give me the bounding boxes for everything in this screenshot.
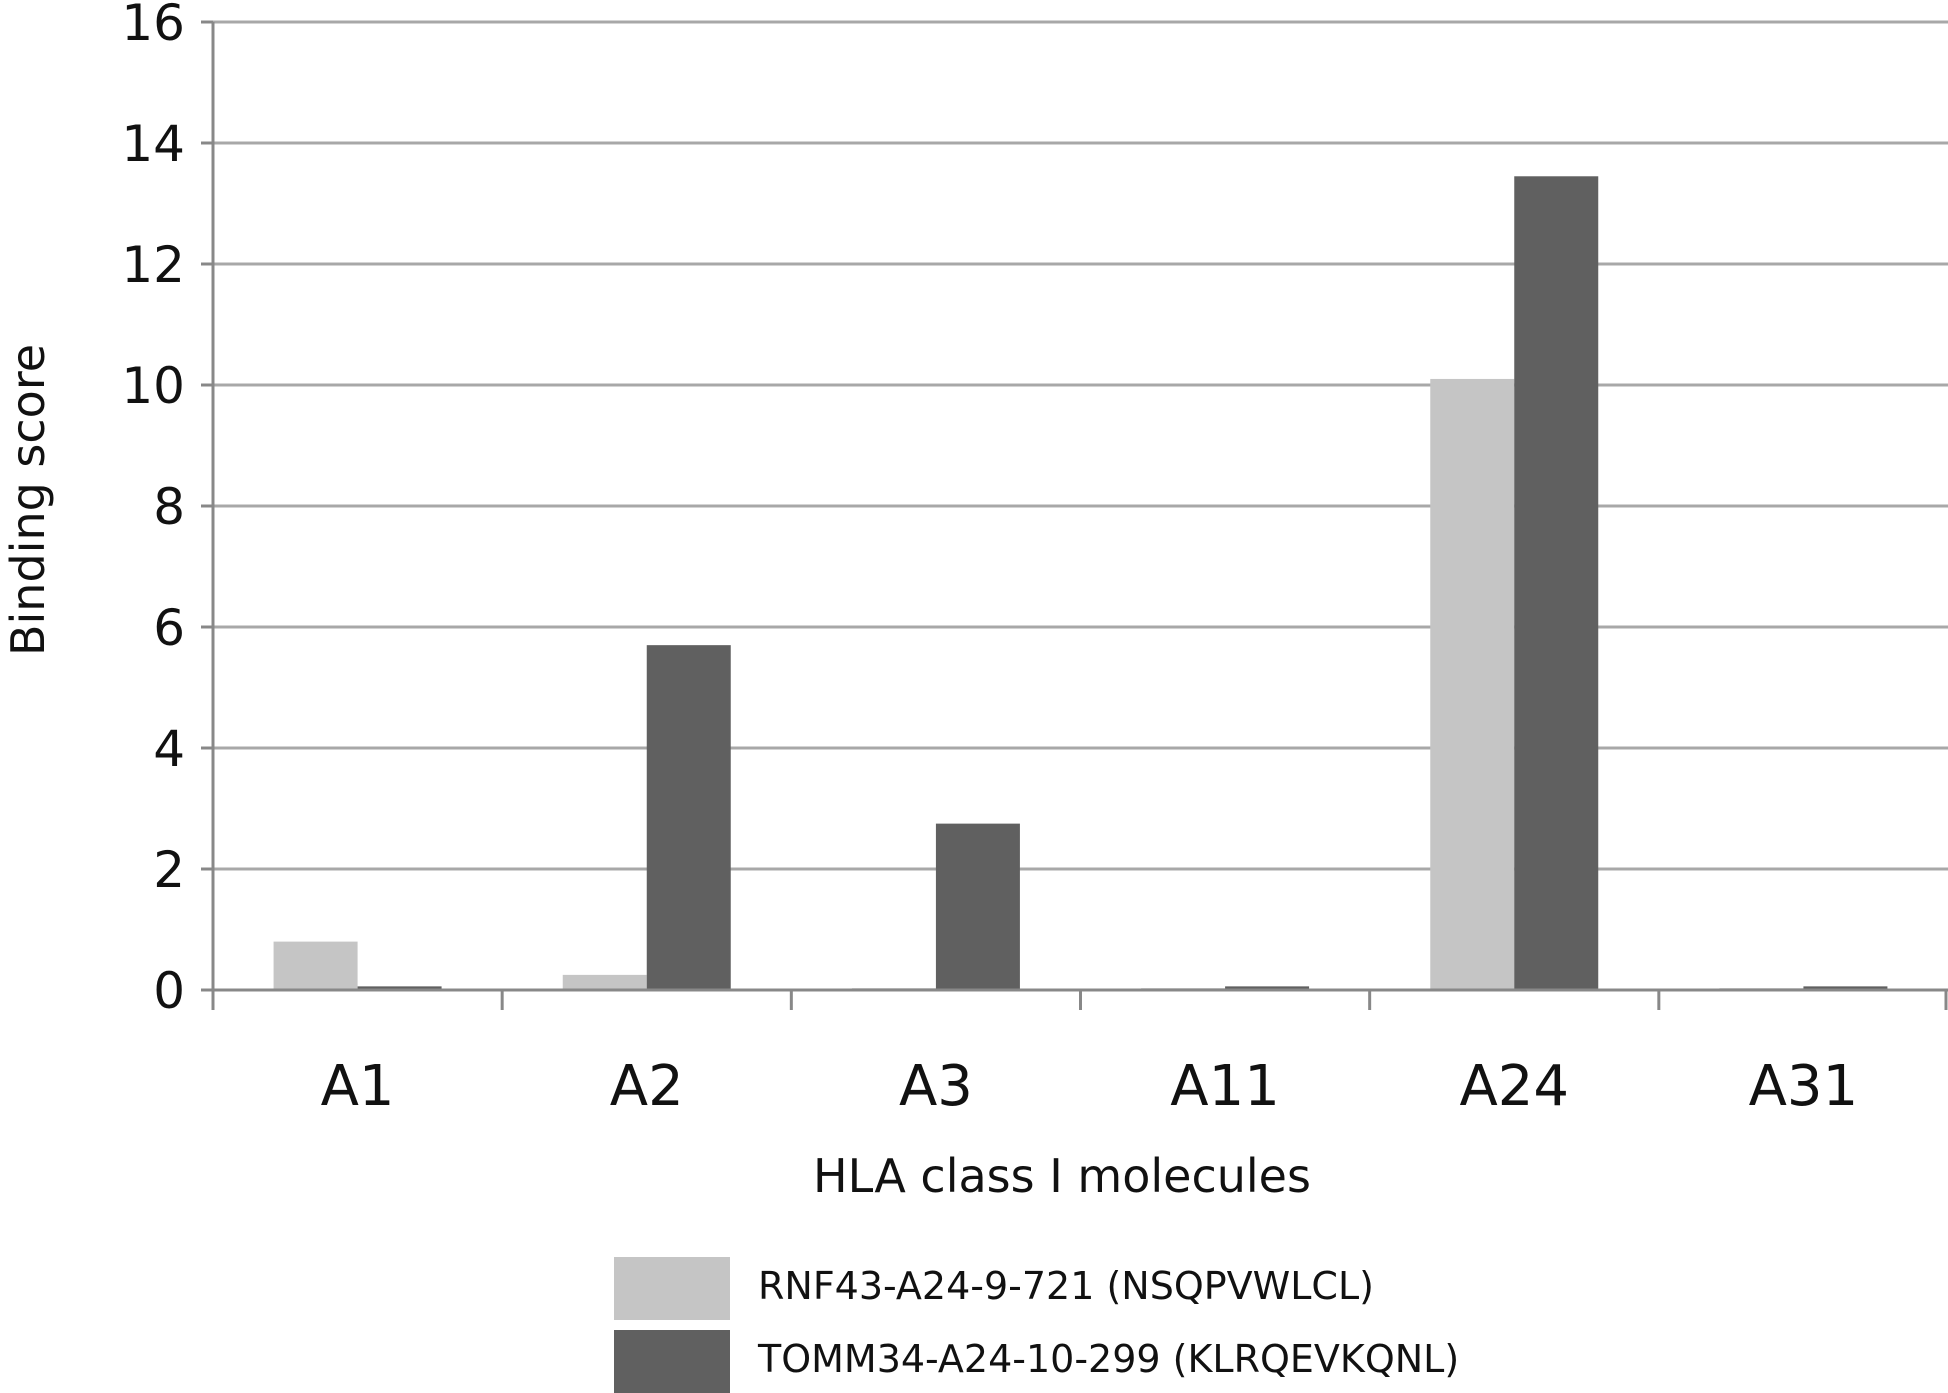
legend-label-rnf43: RNF43-A24-9-721 (NSQPVWLCL) [758,1264,1374,1308]
x-axis-title: HLA class I molecules [813,1149,1311,1203]
y-tick-label: 16 [121,0,185,52]
x-tick-label: A2 [610,1054,684,1119]
bar-a2-series-2 [646,645,731,990]
bar-a2-series-1 [562,974,647,990]
gridlines [201,20,1948,992]
bar-a24-series-1 [1430,378,1515,990]
bar-a3-series-2 [935,823,1020,990]
x-tick-label: A11 [1170,1054,1280,1119]
bar-a11-series-2 [1225,986,1310,990]
y-tick-label: 12 [121,236,185,294]
bar-a24-series-2 [1514,176,1599,990]
legend-swatch-rnf43 [614,1257,730,1320]
y-tick-label: 4 [153,720,185,778]
y-tick-label: 6 [153,599,185,657]
x-tick-label: A3 [899,1054,973,1119]
bar-a1-series-1 [273,941,358,990]
x-tick-labels: A1 A2 A3 A11 A24 A31 [321,1054,1859,1119]
y-tick-label: 14 [121,115,185,173]
x-tick-label: A1 [321,1054,395,1119]
x-tick-label: A31 [1749,1054,1859,1119]
y-axis-title: Binding score [1,344,55,656]
y-tick-label: 0 [153,962,185,1020]
legend-label-tomm34: TOMM34-A24-10-299 (KLRQEVKQNL) [757,1337,1459,1381]
y-tick-labels: 0 2 4 6 8 10 12 14 16 [121,0,185,1020]
x-tick-label: A24 [1459,1054,1569,1119]
bars [273,176,1888,990]
axes [211,22,1948,1010]
y-tick-label: 8 [153,478,185,536]
legend: RNF43-A24-9-721 (NSQPVWLCL) TOMM34-A24-1… [614,1257,1459,1393]
y-tick-label: 2 [153,841,185,899]
legend-swatch-tomm34 [614,1330,730,1393]
y-tick-label: 10 [121,357,185,415]
bar-a1-series-2 [357,986,442,990]
bar-a31-series-2 [1803,986,1888,990]
